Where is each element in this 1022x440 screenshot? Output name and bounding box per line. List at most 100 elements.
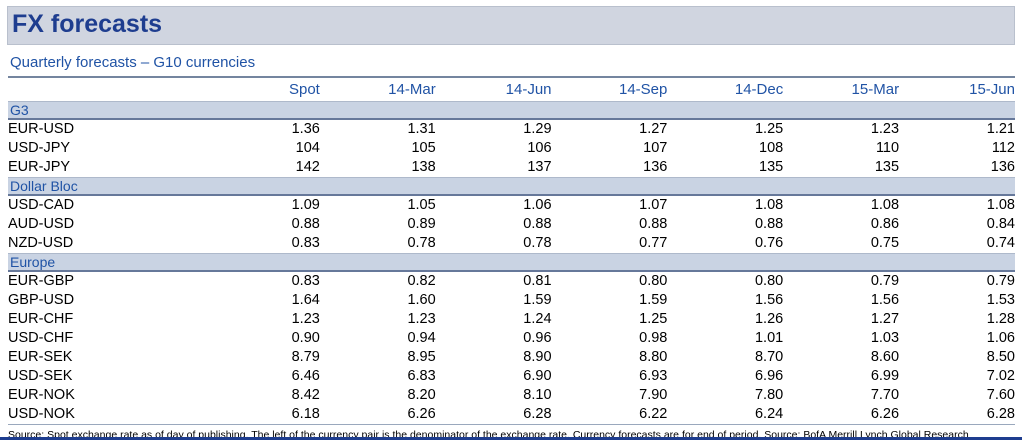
forecast-value-cell: 136 [990,159,1015,175]
forecast-value-cell: 1.36 [291,121,320,137]
table-row: EUR-GBP 0.83 0.82 0.81 0.80 0.80 0.79 0.79 [8,271,1015,291]
forecast-value-cell: 1.23 [291,311,320,327]
forecast-value-cell: 0.78 [523,235,552,251]
period-column-header: 14-Dec [734,80,784,98]
forecast-value-cell: 1.59 [639,292,668,308]
forecast-value-cell: 1.25 [754,121,784,137]
forecast-value-cell: 6.96 [754,368,784,384]
forecast-value-cell: 135 [759,159,784,175]
forecast-value-cell: 106 [527,140,552,156]
column-header-row: Spot 14-Mar 14-Jun 14-Sep 14-Dec 15-Mar 15-Jun [8,77,1015,102]
forecast-value-cell: 1.05 [407,197,436,213]
forecast-value-cell: 0.83 [291,273,320,289]
forecast-value-cell: 0.89 [407,216,436,232]
forecast-value-cell: 1.64 [291,292,320,308]
forecast-value-cell: 8.90 [523,349,552,365]
forecast-value-cell: 7.80 [754,387,784,403]
forecast-value-cell: 0.88 [639,216,668,232]
period-column-header: 14-Jun [505,80,552,98]
forecast-value-cell: 0.88 [754,216,784,232]
table-row: GBP-USD 1.64 1.60 1.59 1.59 1.56 1.56 1.53 [8,291,1015,310]
forecast-value-cell: 1.09 [291,197,320,213]
forecast-value-cell: 6.26 [870,406,900,422]
section-label: Dollar Bloc [8,176,1015,196]
table-subtitle: Quarterly forecasts – G10 currencies [10,53,256,71]
forecast-value-cell: 112 [991,140,1015,156]
currency-pair-cell: EUR-SEK [8,349,73,365]
currency-pair-cell: EUR-NOK [8,387,75,403]
forecast-value-cell: 6.18 [291,406,320,422]
forecast-value-cell: 136 [643,159,668,175]
table-row: NZD-USD 0.83 0.78 0.78 0.77 0.76 0.75 0.74 [8,234,1015,254]
currency-pair-cell: USD-CHF [8,330,74,346]
section-header-row: Dollar Bloc [8,176,1015,196]
forecast-value-cell: 0.80 [754,273,784,289]
forecast-value-cell: 1.07 [639,197,668,213]
section-header-row: G3 [8,100,1015,120]
period-column-header: Spot [288,80,320,98]
forecast-value-cell: 1.21 [986,121,1015,137]
forecast-value-cell: 6.24 [754,406,784,422]
forecast-value-cell: 8.20 [407,387,436,403]
currency-pair-cell: USD-NOK [8,406,75,422]
period-column-header: 15-Jun [969,80,1015,98]
forecast-value-cell: 1.53 [986,292,1015,308]
forecast-value-cell: 0.88 [523,216,552,232]
forecast-value-cell: 7.60 [986,387,1015,403]
forecast-value-cell: 6.90 [523,368,552,384]
forecast-value-cell: 6.46 [291,368,320,384]
currency-pair-cell: USD-SEK [8,368,73,384]
forecast-value-cell: 108 [759,140,784,156]
forecast-value-cell: 142 [295,159,320,175]
period-column-header: 15-Mar [851,80,900,98]
forecast-value-cell: 1.26 [754,311,784,327]
forecast-value-cell: 8.10 [523,387,552,403]
forecast-value-cell: 6.28 [523,406,552,422]
forecast-value-cell: 8.79 [291,349,320,365]
forecast-value-cell: 0.86 [870,216,900,232]
forecast-value-cell: 6.22 [639,406,668,422]
forecast-value-cell: 1.03 [870,330,900,346]
currency-pair-cell: EUR-GBP [8,273,75,289]
forecast-value-cell: 105 [411,140,436,156]
forecast-value-cell: 0.76 [754,235,784,251]
forecast-value-cell: 0.84 [986,216,1015,232]
forecast-value-cell: 0.88 [291,216,320,232]
fx-forecast-table: Spot 14-Mar 14-Jun 14-Sep 14-Dec 15-Mar 15-Jun… [8,75,1015,425]
forecast-value-cell: 8.50 [986,349,1015,365]
forecast-value-cell: 110 [875,140,900,156]
forecast-value-cell: 138 [411,159,436,175]
forecast-value-cell: 1.31 [407,121,436,137]
forecast-value-cell: 7.90 [639,387,668,403]
forecast-value-cell: 6.28 [986,406,1015,422]
forecast-value-cell: 1.27 [870,311,900,327]
currency-pair-cell: EUR-USD [8,121,75,137]
pair-column-header [8,77,204,102]
forecast-value-cell: 104 [295,140,320,156]
forecast-value-cell: 1.08 [986,197,1015,213]
forecast-value-cell: 1.08 [870,197,900,213]
forecast-value-cell: 1.56 [870,292,900,308]
currency-pair-cell: USD-JPY [8,140,71,156]
currency-pair-cell: AUD-USD [8,216,75,232]
forecast-value-cell: 1.01 [754,330,784,346]
forecast-value-cell: 8.80 [639,349,668,365]
forecast-value-cell: 1.06 [523,197,552,213]
forecast-value-cell: 0.75 [870,235,900,251]
table-row: EUR-JPY 142 138 137 136 135 135 136 [8,158,1015,178]
forecast-value-cell: 1.29 [523,121,552,137]
forecast-value-cell: 0.82 [407,273,436,289]
table-row: EUR-CHF 1.23 1.23 1.24 1.25 1.26 1.27 1.28 [8,310,1015,329]
forecast-value-cell: 0.96 [523,330,552,346]
table-row: USD-CHF 0.90 0.94 0.96 0.98 1.01 1.03 1.06 [8,329,1015,348]
forecast-value-cell: 6.26 [407,406,436,422]
table-row: EUR-SEK 8.79 8.95 8.90 8.80 8.70 8.60 8.50 [8,348,1015,367]
forecast-value-cell: 0.81 [523,273,552,289]
forecast-value-cell: 1.25 [639,311,668,327]
forecast-value-cell: 1.06 [986,330,1015,346]
forecast-value-cell: 0.79 [986,273,1015,289]
forecast-value-cell: 1.59 [523,292,552,308]
forecast-value-cell: 1.27 [639,121,668,137]
currency-pair-cell: GBP-USD [8,292,75,308]
